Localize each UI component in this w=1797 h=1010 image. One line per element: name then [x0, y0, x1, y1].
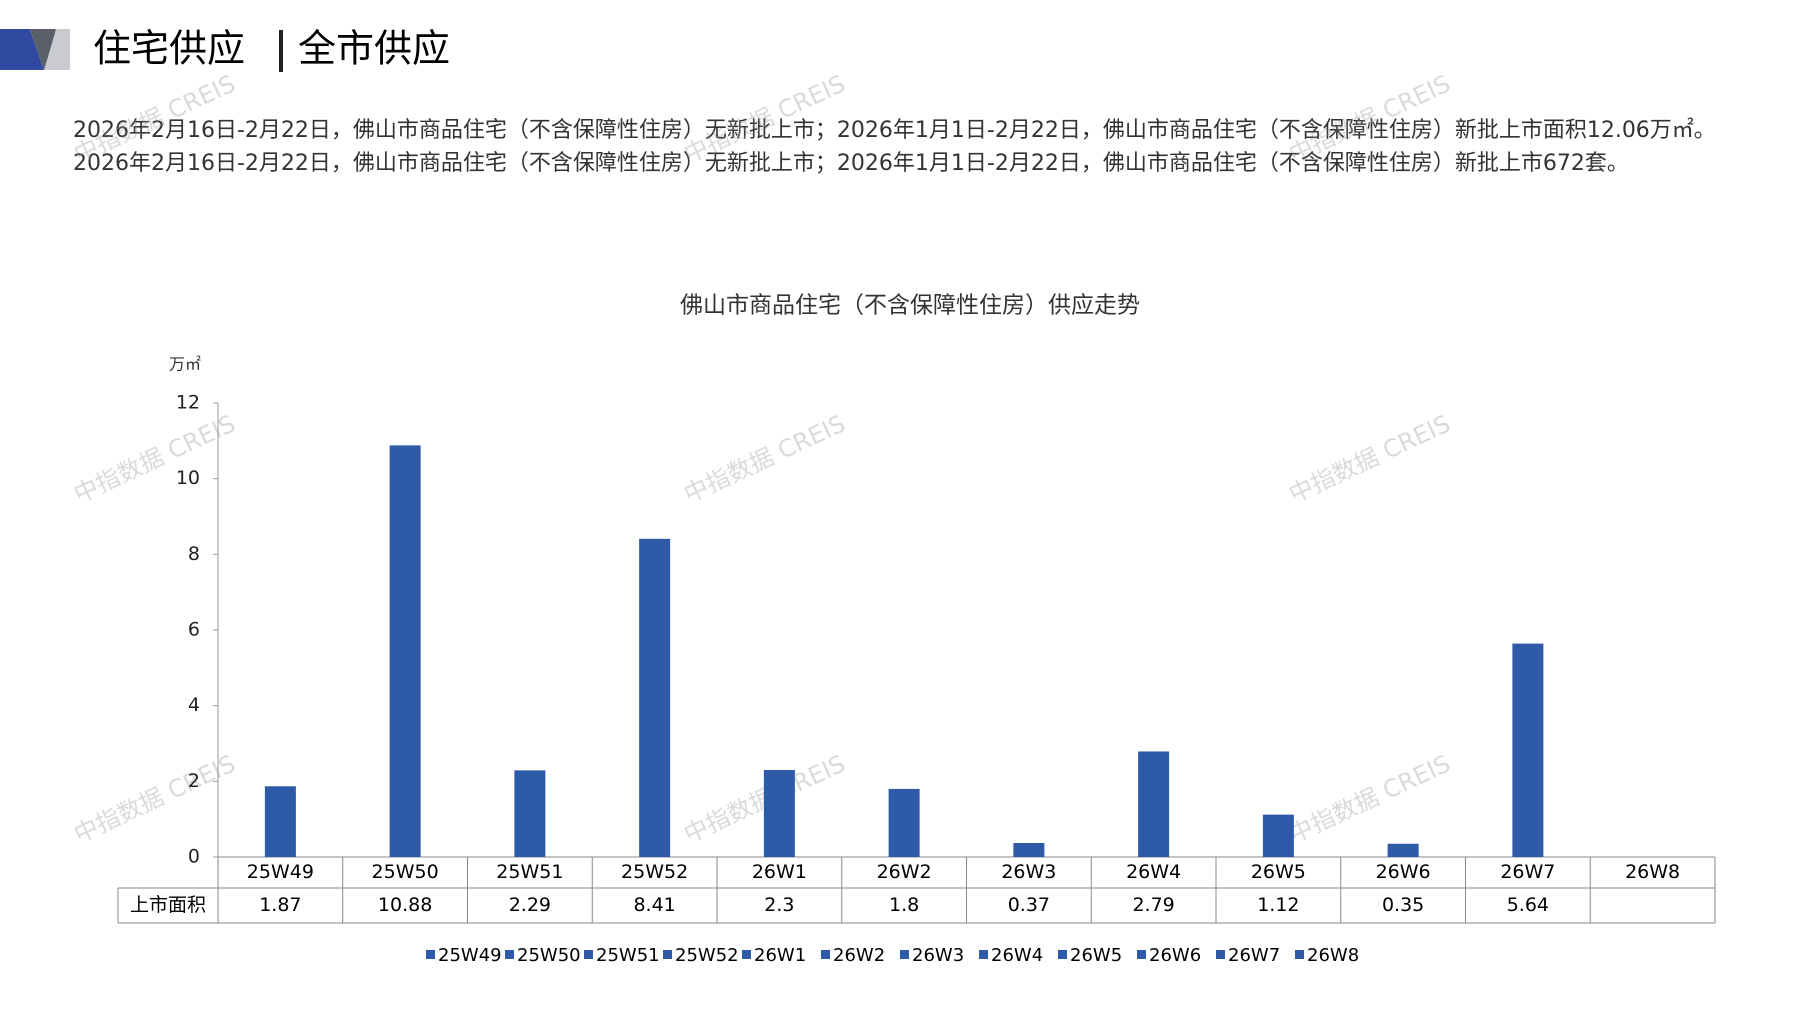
watermark: 中指数据 CREIS: [680, 750, 850, 849]
title-right: 全市供应: [298, 27, 450, 71]
legend-label: 26W5: [1070, 945, 1122, 966]
legend-label: 25W52: [675, 945, 739, 966]
x-tick-label: 26W4: [1126, 861, 1181, 883]
legend-swatch: [1295, 950, 1304, 959]
table-value: 0.37: [1008, 894, 1050, 916]
bar: [1138, 751, 1170, 857]
description: 2026年2月16日-2月22日，佛山市商品住宅（不含保障性住房）无新批上市；2…: [73, 118, 1716, 176]
bar: [639, 538, 671, 857]
legend-label: 25W51: [596, 945, 660, 966]
table-value: 2.79: [1132, 894, 1174, 916]
y-tick-label: 4: [188, 694, 200, 716]
legend-label: 25W50: [517, 945, 581, 966]
table-value: 1.87: [259, 894, 301, 916]
legend-swatch: [1216, 950, 1225, 959]
x-tick-label: 26W8: [1625, 861, 1680, 883]
legend-swatch: [1058, 950, 1067, 959]
bar: [1387, 843, 1419, 857]
legend-label: 26W2: [833, 945, 885, 966]
x-tick-label: 26W6: [1376, 861, 1431, 883]
watermark: 中指数据 CREIS: [70, 750, 240, 849]
legend-label: 26W3: [912, 945, 964, 966]
x-tick-label: 25W51: [496, 861, 563, 883]
legend-label: 26W6: [1149, 945, 1201, 966]
bar: [514, 770, 546, 857]
legend-swatch: [900, 950, 909, 959]
x-tick-label: 25W52: [621, 861, 688, 883]
x-tick-label: 26W1: [752, 861, 807, 883]
table-value: 0.35: [1382, 894, 1424, 916]
x-tick-label: 26W3: [1001, 861, 1056, 883]
series-name: 上市面积: [130, 894, 206, 916]
legend-label: 26W8: [1307, 945, 1359, 966]
watermark: 中指数据 CREIS: [1285, 410, 1455, 509]
legend-swatch: [1137, 950, 1146, 959]
watermark: 中指数据 CREIS: [70, 410, 240, 509]
bar: [1013, 843, 1045, 857]
bar: [389, 445, 421, 857]
table-value: 5.64: [1507, 894, 1549, 916]
legend-swatch: [742, 950, 751, 959]
table-value: 2.3: [764, 894, 794, 916]
legend-swatch: [663, 950, 672, 959]
table-value: 1.12: [1257, 894, 1299, 916]
x-tick-label: 26W5: [1251, 861, 1306, 883]
y-tick-label: 0: [188, 846, 200, 868]
legend-label: 26W1: [754, 945, 806, 966]
y-tick-label: 10: [176, 467, 200, 489]
x-tick-label: 25W50: [372, 861, 439, 883]
watermark: 中指数据 CREIS: [680, 410, 850, 509]
x-tick-label: 26W7: [1500, 861, 1555, 883]
watermark: 中指数据 CREIS: [1285, 750, 1455, 849]
legend-swatch: [505, 950, 514, 959]
table-value: 2.29: [509, 894, 551, 916]
chart-title: 佛山市商品住宅（不含保障性住房）供应走势: [680, 293, 1140, 319]
legend-swatch: [979, 950, 988, 959]
legend-swatch: [821, 950, 830, 959]
x-tick-label: 25W49: [247, 861, 314, 883]
title-left: 住宅供应: [93, 27, 245, 71]
table-value: 1.8: [889, 894, 919, 916]
table-value: 10.88: [378, 894, 432, 916]
y-tick-label: 2: [188, 770, 200, 792]
header: 住宅供应 全市供应: [0, 27, 450, 72]
legend-label: 26W4: [991, 945, 1043, 966]
header-mark: [0, 29, 44, 70]
title-divider: [279, 30, 283, 72]
legend-swatch: [426, 950, 435, 959]
y-axis-unit: 万㎡: [169, 355, 201, 374]
legend-label: 26W7: [1228, 945, 1280, 966]
header-mark: [30, 29, 56, 70]
bar: [264, 786, 296, 857]
y-tick-label: 6: [188, 619, 200, 641]
y-tick-label: 12: [176, 392, 200, 414]
bar: [763, 769, 795, 857]
y-tick-label: 8: [188, 543, 200, 565]
x-tick-label: 26W2: [877, 861, 932, 883]
bar: [888, 788, 920, 857]
bar: [1512, 643, 1544, 857]
table-value: 8.41: [633, 894, 675, 916]
bar: [1262, 814, 1294, 857]
legend-swatch: [584, 950, 593, 959]
legend-label: 25W49: [438, 945, 502, 966]
